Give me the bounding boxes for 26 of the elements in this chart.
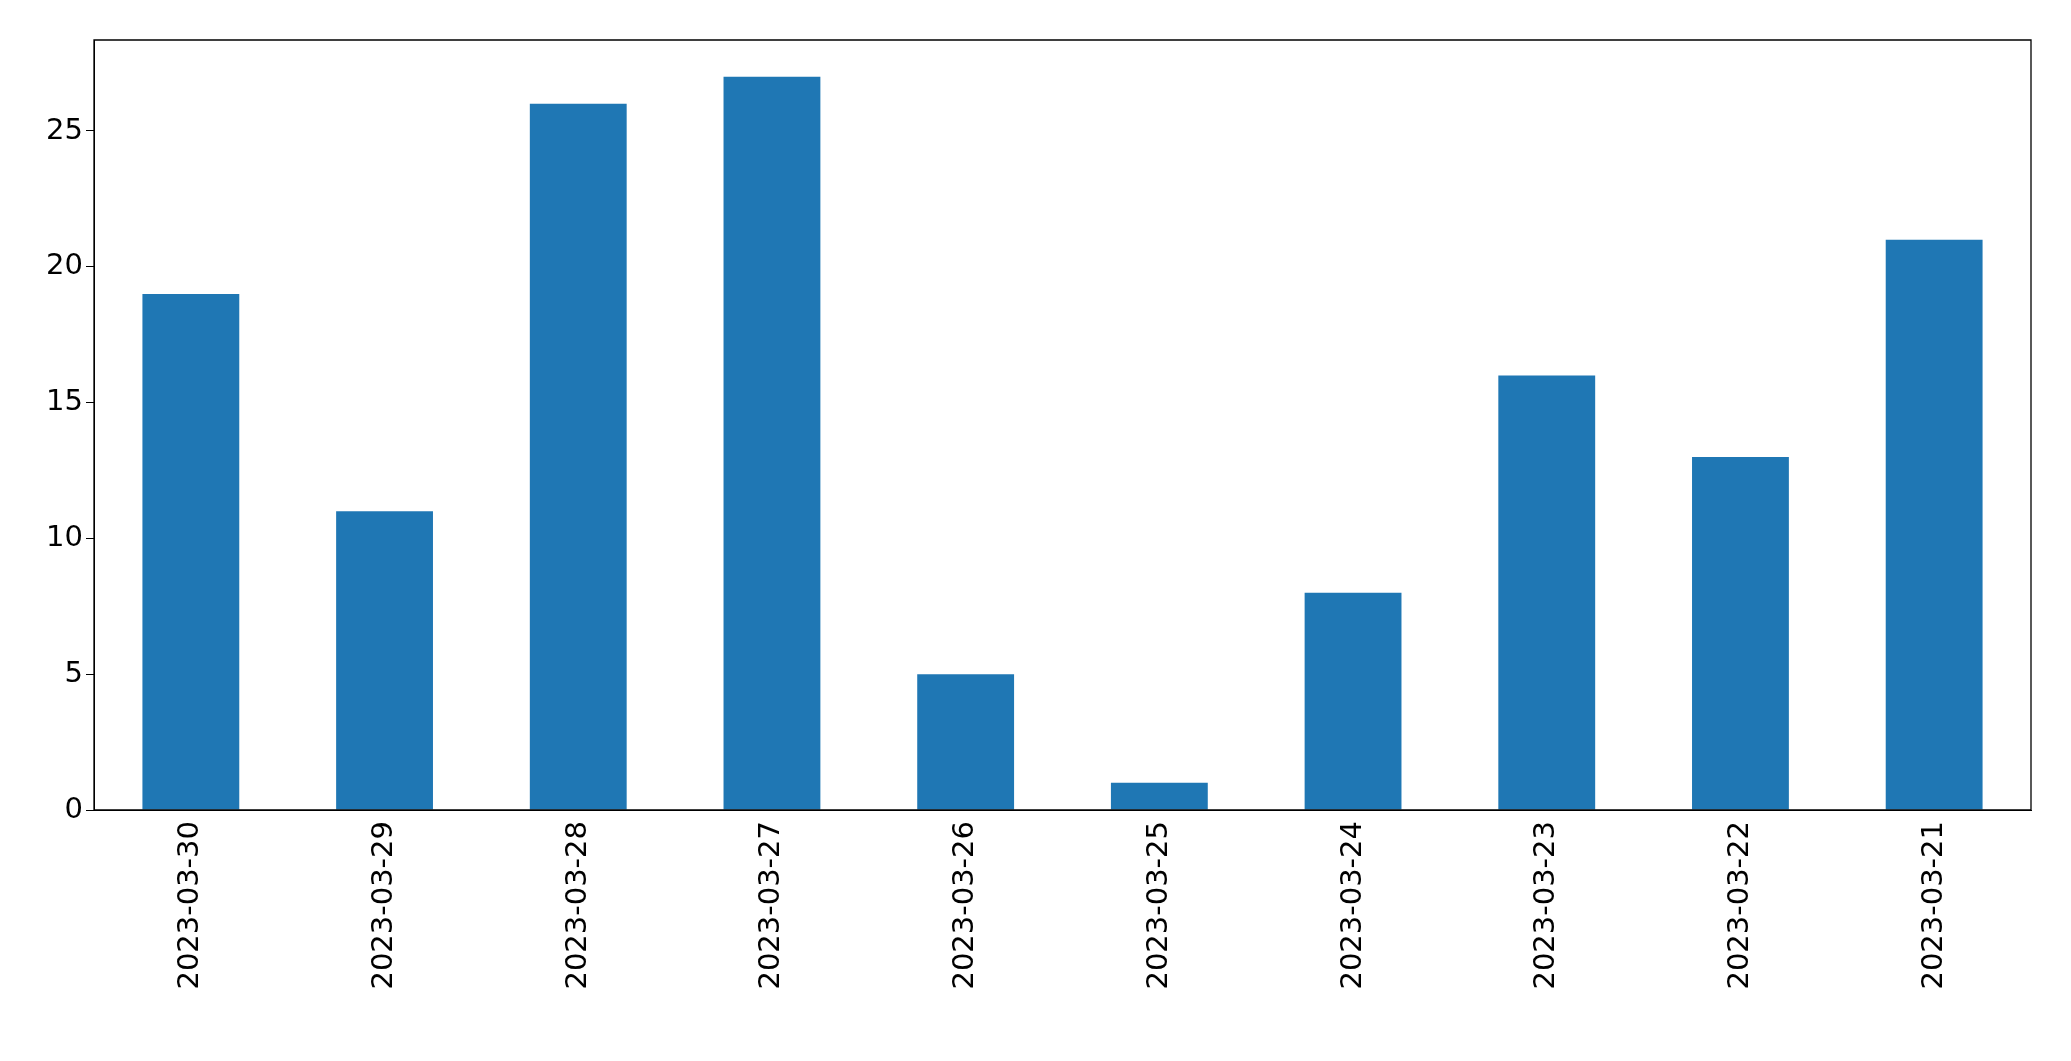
x-tick-label: 2023-03-29 (365, 821, 400, 990)
y-tick-label: 20 (46, 247, 83, 282)
x-tick-label: 2023-03-23 (1527, 821, 1562, 990)
x-tick-label: 2023-03-25 (1139, 821, 1174, 990)
x-tick-label: 2023-03-22 (1720, 821, 1755, 990)
x-tick-label: 2023-03-30 (171, 821, 206, 990)
x-tick-label: 2023-03-26 (946, 821, 981, 990)
y-tick-label: 0 (64, 790, 83, 825)
bar (723, 76, 821, 810)
bar (1692, 456, 1789, 810)
bar (529, 103, 627, 810)
bar (1110, 782, 1208, 810)
bar (1885, 239, 1983, 810)
bar (1304, 592, 1402, 810)
bar (336, 511, 433, 810)
y-tick-label: 25 (46, 111, 83, 146)
x-tick-label: 2023-03-28 (558, 821, 593, 990)
bar (917, 674, 1015, 810)
y-tick-label: 5 (64, 654, 83, 689)
x-tick-label: 2023-03-21 (1914, 821, 1949, 990)
bar (142, 293, 240, 810)
bar (1498, 375, 1596, 810)
y-tick-label: 10 (46, 518, 83, 553)
x-tick-label: 2023-03-24 (1333, 821, 1368, 990)
y-tick-label: 15 (46, 383, 83, 418)
x-tick-label: 2023-03-27 (752, 821, 787, 990)
